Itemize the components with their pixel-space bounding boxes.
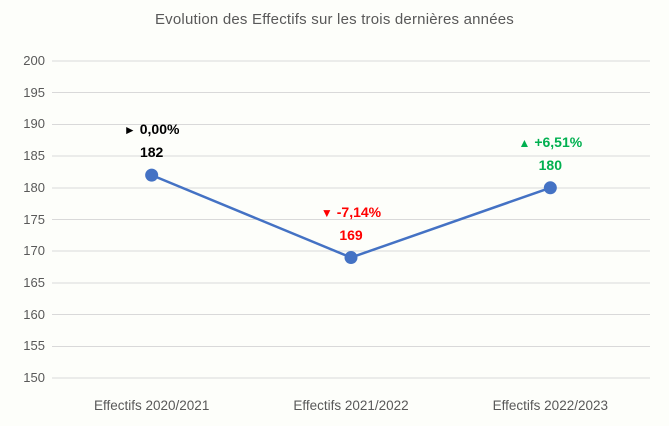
annotation-percent: ► 0,00% bbox=[72, 118, 232, 141]
annotation-value: 180 bbox=[538, 156, 562, 173]
y-tick-label: 195 bbox=[23, 84, 45, 100]
data-point-marker bbox=[543, 181, 557, 195]
y-tick-label: 185 bbox=[23, 148, 45, 164]
y-tick-label: 155 bbox=[23, 338, 45, 354]
up-arrow-icon: ▲ bbox=[518, 135, 531, 150]
data-point-marker bbox=[344, 251, 358, 265]
y-tick-label: 175 bbox=[23, 211, 45, 227]
annotation-up: ▲ +6,51% 180 bbox=[470, 131, 630, 176]
down-arrow-icon: ▼ bbox=[320, 205, 333, 220]
annotation-percent: ▲ +6,51% bbox=[470, 131, 630, 154]
y-tick-label: 180 bbox=[23, 179, 45, 195]
x-tick-label: Effectifs 2020/2021 bbox=[93, 398, 210, 413]
y-tick-label: 160 bbox=[23, 306, 45, 322]
annotation-value: 182 bbox=[139, 144, 164, 161]
y-tick-label: 190 bbox=[23, 116, 45, 132]
annotation-percent-text: -7,14% bbox=[336, 203, 382, 220]
annotation-flat: ► 0,00% 182 bbox=[72, 118, 232, 163]
y-tick-label: 165 bbox=[23, 274, 45, 290]
chart-title: Evolution des Effectifs sur les trois de… bbox=[154, 11, 515, 28]
y-tick-label: 150 bbox=[23, 370, 45, 385]
x-tick-label: Effectifs 2022/2023 bbox=[492, 398, 608, 413]
flat-arrow-icon: ► bbox=[123, 123, 136, 138]
y-tick-label: 200 bbox=[23, 53, 45, 68]
y-tick-label: 170 bbox=[23, 243, 45, 259]
annotation-percent-text: +6,51% bbox=[534, 133, 583, 150]
annotation-percent-text: 0,00% bbox=[139, 121, 180, 138]
annotation-down: ▼ -7,14% 169 bbox=[271, 201, 431, 246]
annotation-value: 169 bbox=[339, 226, 363, 243]
data-point-marker bbox=[145, 168, 159, 182]
x-tick-label: Effectifs 2021/2022 bbox=[293, 398, 409, 413]
annotation-percent: ▼ -7,14% bbox=[271, 201, 431, 224]
